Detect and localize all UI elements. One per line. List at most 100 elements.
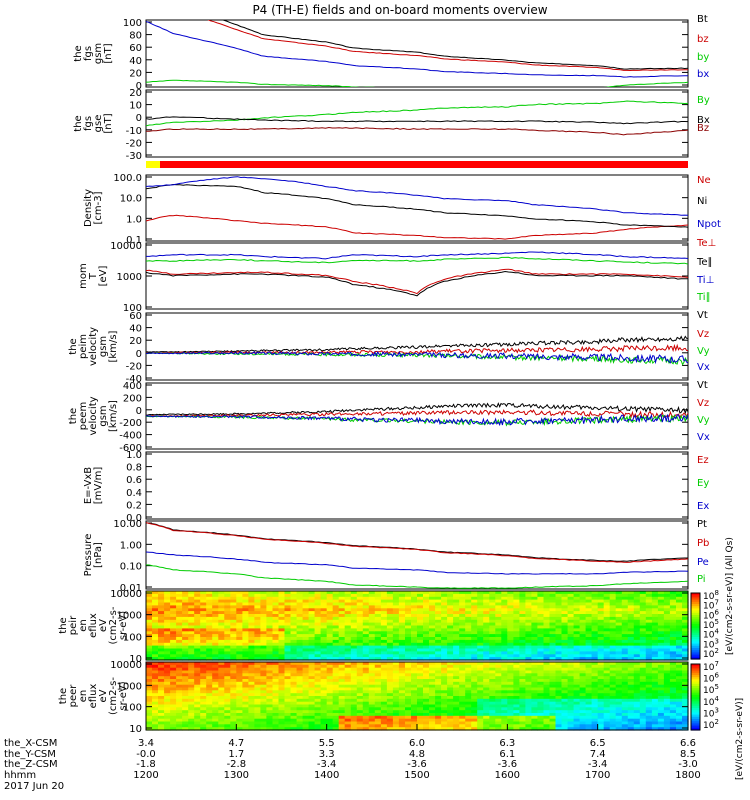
heatmap-cell: [483, 616, 490, 621]
heatmap-cell: [615, 690, 623, 694]
colorbar-cell: [691, 630, 700, 634]
heatmap-cell: [272, 634, 280, 638]
heatmap-cell: [392, 707, 400, 711]
heatmap-cell: [676, 679, 683, 683]
heatmap-cell: [296, 664, 304, 669]
heatmap-cell: [682, 721, 689, 725]
heatmap-cell: [302, 599, 310, 604]
heatmap-cell: [459, 619, 466, 624]
heatmap-cell: [164, 611, 171, 615]
heatmap-cell: [459, 681, 466, 686]
heatmap-cell: [182, 724, 189, 728]
heatmap-cell: [176, 690, 183, 694]
heatmap-cell: [278, 664, 286, 669]
heatmap-cell: [555, 710, 563, 714]
heatmap-cell: [392, 667, 400, 672]
heatmap-cell: [465, 645, 472, 650]
heatmap-cell: [591, 693, 599, 697]
heatmap-cell: [519, 670, 526, 674]
heatmap-cell: [621, 622, 629, 627]
heatmap-cell: [332, 713, 340, 717]
heatmap-cell: [206, 608, 213, 612]
heatmap-cell: [549, 616, 557, 621]
heatmap-cell: [585, 634, 593, 638]
heatmap-cell: [200, 614, 207, 618]
heatmap-cell: [417, 602, 424, 606]
heatmap-cell: [200, 721, 207, 725]
heatmap-cell: [188, 679, 195, 683]
heatmap-cell: [609, 625, 617, 629]
heatmap-cell: [158, 648, 165, 652]
heatmap-cell: [669, 619, 677, 624]
heatmap-cell: [236, 698, 243, 703]
heatmap-cell: [603, 614, 611, 618]
heatmap-cell: [429, 608, 436, 612]
heatmap-cell: [411, 637, 418, 641]
heatmap-cell: [260, 608, 267, 612]
heatmap-cell: [633, 602, 641, 606]
heatmap-cell: [411, 715, 418, 720]
heatmap-cell: [194, 616, 201, 621]
heatmap-cell: [561, 599, 569, 604]
colorbar-tick-label-base: 10: [703, 686, 715, 696]
heatmap-cell: [254, 591, 261, 595]
heatmap-cell: [591, 673, 599, 677]
heatmap-cell: [398, 684, 406, 689]
heatmap-cell: [194, 599, 201, 604]
heatmap-cell: [242, 679, 249, 683]
heatmap-cell: [368, 608, 376, 612]
heatmap-cell: [170, 599, 177, 604]
heatmap-cell: [320, 679, 328, 683]
heatmap-cell: [429, 670, 436, 674]
heatmap-cell: [615, 727, 623, 731]
heatmap-cell: [573, 651, 581, 655]
heatmap-cell: [591, 608, 599, 612]
heatmap-cell: [308, 634, 316, 638]
heatmap-cell: [609, 681, 617, 686]
heatmap-cell: [459, 654, 466, 658]
heatmap-cell: [507, 693, 514, 697]
heatmap-cell: [320, 628, 328, 632]
heatmap-cell: [182, 637, 189, 641]
heatmap-cell: [585, 616, 593, 621]
heatmap-cell: [200, 628, 207, 632]
heatmap-cell: [525, 710, 532, 714]
heatmap-cell: [531, 667, 538, 672]
heatmap-cell: [471, 679, 478, 683]
heatmap-cell: [230, 616, 237, 621]
heatmap-cell: [597, 625, 605, 629]
heatmap-cell: [579, 718, 587, 723]
heatmap-cell: [182, 625, 189, 629]
heatmap-cell: [531, 602, 538, 606]
heatmap-cell: [362, 634, 370, 638]
heatmap-cell: [645, 710, 653, 714]
heatmap-cell: [308, 605, 316, 609]
heatmap-cell: [260, 651, 267, 655]
heatmap-cell: [266, 727, 273, 731]
heatmap-cell: [441, 673, 448, 677]
heatmap-cell: [218, 651, 225, 655]
heatmap-cell: [176, 687, 183, 691]
heatmap-cell: [591, 701, 599, 706]
heatmap-cell: [224, 645, 231, 650]
heatmap-cell: [272, 645, 280, 650]
y-tick-label: 1.0: [126, 450, 142, 461]
heatmap-cell: [447, 611, 454, 615]
heatmap-cell: [615, 634, 623, 638]
heatmap-cell: [302, 698, 310, 703]
heatmap-cell: [669, 721, 677, 725]
series-line-Vx: [146, 350, 688, 365]
y-axis-label: sr-eV): [118, 681, 129, 710]
heatmap-cell: [471, 631, 478, 635]
heatmap-cell: [597, 608, 605, 612]
heatmap-cell: [254, 628, 261, 632]
heatmap-cell: [543, 698, 551, 703]
heatmap-cell: [441, 616, 448, 621]
heatmap-cell: [417, 631, 424, 635]
heatmap-cell: [483, 651, 490, 655]
heatmap-cell: [284, 648, 292, 652]
heatmap-cell: [555, 718, 563, 723]
heatmap-cell: [639, 727, 647, 731]
heatmap-cell: [465, 654, 472, 658]
